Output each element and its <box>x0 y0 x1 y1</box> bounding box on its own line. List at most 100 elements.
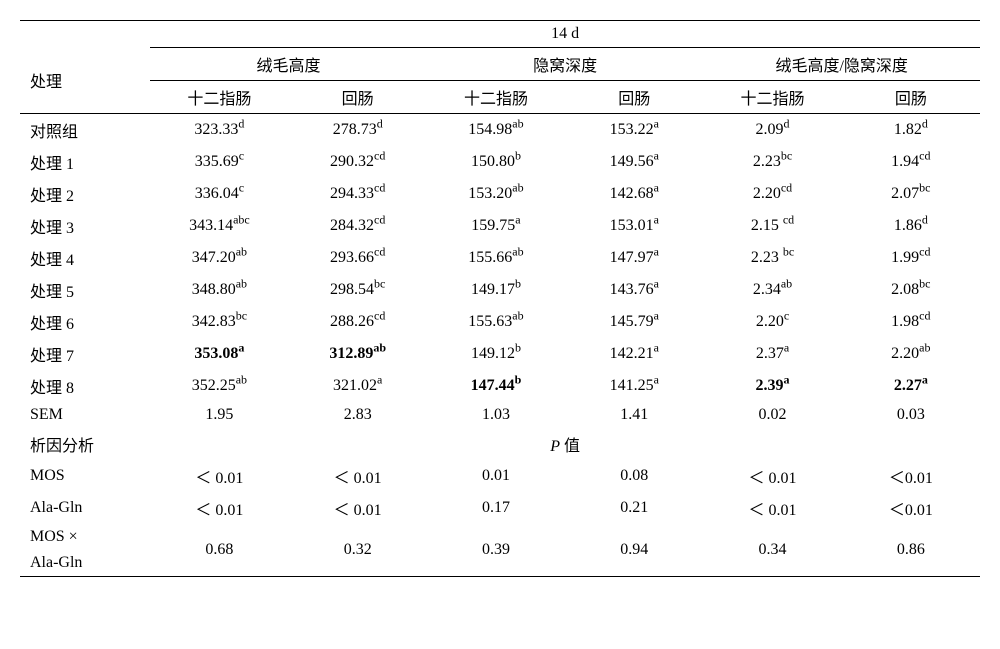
stat-cell: 0.21 <box>565 492 703 524</box>
data-cell: 2.27a <box>842 370 980 402</box>
data-cell: 1.86d <box>842 210 980 242</box>
data-cell: 2.20cd <box>703 178 841 210</box>
data-cell: 153.20ab <box>427 178 565 210</box>
data-cell: 335.69c <box>150 146 288 178</box>
interaction-cell: 0.34 <box>703 524 841 577</box>
data-cell: 2.08bc <box>842 274 980 306</box>
stat-cell: ＜ 0.01 <box>703 460 841 492</box>
group-header: 绒毛高度/隐窝深度 <box>703 48 980 81</box>
data-cell: 294.33cd <box>289 178 427 210</box>
stat-cell: 0.17 <box>427 492 565 524</box>
data-cell: 2.39a <box>703 370 841 402</box>
stat-cell: ＜ 0.01 <box>289 492 427 524</box>
row-label: 处理 2 <box>20 178 150 210</box>
data-cell: 2.37a <box>703 338 841 370</box>
results-table: 14 d处理绒毛高度隐窝深度绒毛高度/隐窝深度十二指肠回肠十二指肠回肠十二指肠回… <box>20 20 980 577</box>
stat-cell: 0.08 <box>565 460 703 492</box>
data-cell: 145.79a <box>565 306 703 338</box>
stat-label: MOS <box>20 460 150 492</box>
data-cell: 323.33d <box>150 114 288 147</box>
data-cell: 153.22a <box>565 114 703 147</box>
sub-header: 回肠 <box>565 81 703 114</box>
interaction-cell: 0.39 <box>427 524 565 577</box>
data-cell: 293.66cd <box>289 242 427 274</box>
data-cell: 2.15 cd <box>703 210 841 242</box>
data-cell: 2.23 bc <box>703 242 841 274</box>
data-cell: 342.83bc <box>150 306 288 338</box>
data-cell: 1.95 <box>150 402 288 428</box>
data-cell: 159.75a <box>427 210 565 242</box>
section-label: 析因分析 <box>20 428 150 460</box>
data-cell: 2.20c <box>703 306 841 338</box>
interaction-cell: 0.86 <box>842 524 980 577</box>
data-cell: 0.02 <box>703 402 841 428</box>
sub-header: 十二指肠 <box>150 81 288 114</box>
stat-cell: ＜0.01 <box>842 492 980 524</box>
data-cell: 149.56a <box>565 146 703 178</box>
stat-cell: 0.01 <box>427 460 565 492</box>
data-cell: 147.97a <box>565 242 703 274</box>
data-cell: 348.80ab <box>150 274 288 306</box>
data-cell: 288.26cd <box>289 306 427 338</box>
period-header: 14 d <box>150 21 980 48</box>
data-cell: 336.04c <box>150 178 288 210</box>
interaction-cell: 0.32 <box>289 524 427 577</box>
data-cell: 141.25a <box>565 370 703 402</box>
data-cell: 2.83 <box>289 402 427 428</box>
row-label: SEM <box>20 402 150 428</box>
sub-header: 十二指肠 <box>427 81 565 114</box>
data-cell: 155.63ab <box>427 306 565 338</box>
data-cell: 142.68a <box>565 178 703 210</box>
row-label: 处理 8 <box>20 370 150 402</box>
interaction-cell: 0.94 <box>565 524 703 577</box>
data-cell: 352.25ab <box>150 370 288 402</box>
row-label: 处理 4 <box>20 242 150 274</box>
data-cell: 2.34ab <box>703 274 841 306</box>
p-value-header: P 值 <box>150 428 980 460</box>
data-cell: 1.98cd <box>842 306 980 338</box>
stat-cell: ＜0.01 <box>842 460 980 492</box>
stat-cell: ＜ 0.01 <box>289 460 427 492</box>
data-cell: 2.23bc <box>703 146 841 178</box>
data-cell: 153.01a <box>565 210 703 242</box>
row-label: 处理 6 <box>20 306 150 338</box>
data-cell: 154.98ab <box>427 114 565 147</box>
group-header: 绒毛高度 <box>150 48 427 81</box>
row-label-header: 处理 <box>20 48 150 114</box>
data-cell: 150.80b <box>427 146 565 178</box>
group-header: 隐窝深度 <box>427 48 704 81</box>
data-cell: 149.12b <box>427 338 565 370</box>
data-cell: 1.82d <box>842 114 980 147</box>
row-label: 处理 7 <box>20 338 150 370</box>
data-cell: 347.20ab <box>150 242 288 274</box>
data-cell: 343.14abc <box>150 210 288 242</box>
row-label: 对照组 <box>20 114 150 147</box>
stat-cell: ＜ 0.01 <box>703 492 841 524</box>
stat-cell: ＜ 0.01 <box>150 492 288 524</box>
data-cell: 0.03 <box>842 402 980 428</box>
stat-cell: ＜ 0.01 <box>150 460 288 492</box>
data-cell: 142.21a <box>565 338 703 370</box>
stat-label: Ala-Gln <box>20 492 150 524</box>
sub-header: 十二指肠 <box>703 81 841 114</box>
data-cell: 1.03 <box>427 402 565 428</box>
row-label: 处理 1 <box>20 146 150 178</box>
sub-header: 回肠 <box>842 81 980 114</box>
data-cell: 2.20ab <box>842 338 980 370</box>
sub-header: 回肠 <box>289 81 427 114</box>
data-cell: 143.76a <box>565 274 703 306</box>
data-cell: 312.89ab <box>289 338 427 370</box>
data-cell: 278.73d <box>289 114 427 147</box>
row-label: 处理 5 <box>20 274 150 306</box>
row-label: 处理 3 <box>20 210 150 242</box>
data-cell: 147.44b <box>427 370 565 402</box>
data-cell: 149.17b <box>427 274 565 306</box>
data-cell: 353.08a <box>150 338 288 370</box>
interaction-label-2: Ala-Gln <box>20 550 150 577</box>
interaction-cell: 0.68 <box>150 524 288 577</box>
data-cell: 1.99cd <box>842 242 980 274</box>
data-cell: 1.94cd <box>842 146 980 178</box>
data-cell: 298.54bc <box>289 274 427 306</box>
data-cell: 290.32cd <box>289 146 427 178</box>
data-cell: 284.32cd <box>289 210 427 242</box>
